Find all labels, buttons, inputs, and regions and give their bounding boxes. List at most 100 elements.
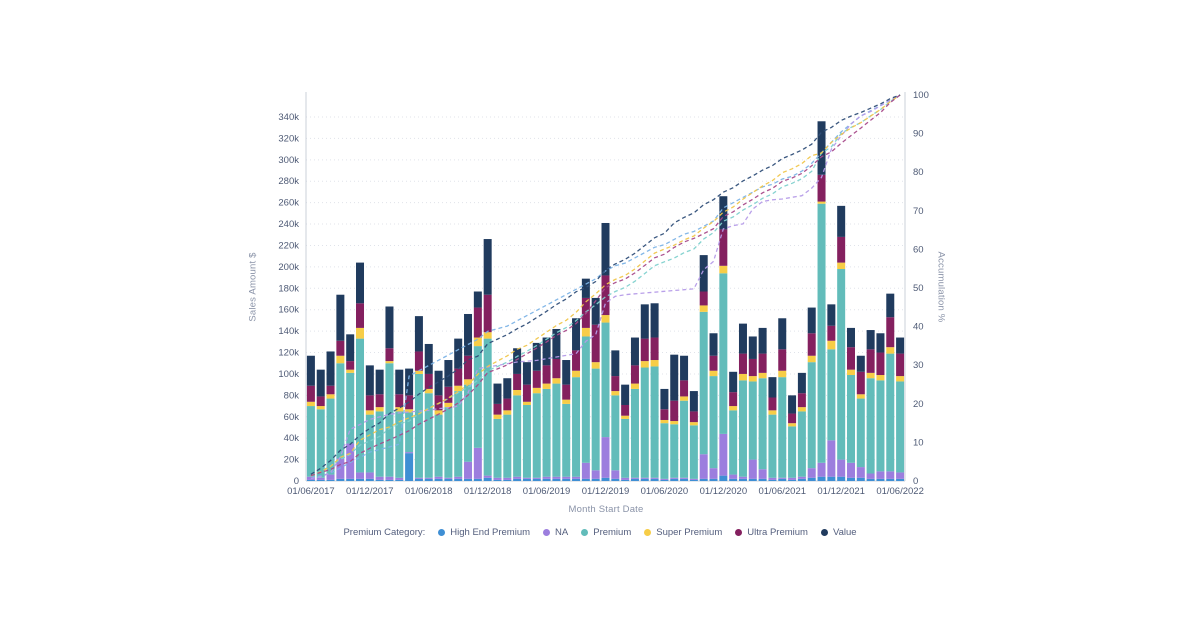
bar-segment-value[interactable] xyxy=(817,121,826,175)
legend-item-high-end-premium[interactable]: High End Premium xyxy=(438,527,530,538)
bar-segment-na[interactable] xyxy=(738,476,747,479)
bar-segment-super-premium[interactable] xyxy=(621,415,630,419)
bar-segment-na[interactable] xyxy=(680,477,689,479)
bar-segment-super-premium[interactable] xyxy=(768,410,777,415)
bar-segment-super-premium[interactable] xyxy=(748,376,757,382)
bar-segment-na[interactable] xyxy=(414,477,423,479)
bar-segment-na[interactable] xyxy=(837,459,846,477)
bar-segment-value[interactable] xyxy=(552,328,561,359)
bar-segment-super-premium[interactable] xyxy=(424,388,433,394)
bar-segment-value[interactable] xyxy=(748,336,757,359)
bar-segment-premium[interactable] xyxy=(729,410,738,475)
bar-segment-premium[interactable] xyxy=(405,412,414,453)
bar-segment-super-premium[interactable] xyxy=(454,385,463,392)
bar-segment-super-premium[interactable] xyxy=(365,410,374,415)
bar-segment-super-premium[interactable] xyxy=(522,401,531,405)
bar-segment-super-premium[interactable] xyxy=(395,407,404,412)
bar-segment-value[interactable] xyxy=(591,297,600,325)
bar-segment-premium[interactable] xyxy=(650,366,659,478)
bar-segment-ultra-premium[interactable] xyxy=(827,325,836,341)
bar-segment-premium[interactable] xyxy=(680,400,689,478)
bar-segment-ultra-premium[interactable] xyxy=(316,396,325,407)
legend-item-super-premium[interactable]: Super Premium xyxy=(644,527,722,538)
bar-segment-premium[interactable] xyxy=(424,393,433,478)
bar-segment-ultra-premium[interactable] xyxy=(856,371,865,395)
bar-segment-high-end-premium[interactable] xyxy=(601,477,610,481)
bar-segment-super-premium[interactable] xyxy=(562,399,571,404)
bar-segment-ultra-premium[interactable] xyxy=(670,400,679,422)
bar-segment-value[interactable] xyxy=(640,304,649,339)
bar-segment-na[interactable] xyxy=(689,478,698,480)
bar-segment-value[interactable] xyxy=(778,318,787,350)
bar-segment-ultra-premium[interactable] xyxy=(709,355,718,371)
bar-segment-ultra-premium[interactable] xyxy=(326,385,335,395)
bar-segment-premium[interactable] xyxy=(846,375,855,463)
bar-segment-value[interactable] xyxy=(846,327,855,348)
bar-segment-premium[interactable] xyxy=(640,367,649,478)
bar-segment-value[interactable] xyxy=(542,337,551,366)
bar-segment-value[interactable] xyxy=(473,291,482,308)
bar-segment-na[interactable] xyxy=(493,477,502,480)
bar-segment-premium[interactable] xyxy=(493,418,502,478)
bar-segment-super-premium[interactable] xyxy=(385,361,394,364)
bar-segment-high-end-premium[interactable] xyxy=(699,478,708,481)
bar-segment-high-end-premium[interactable] xyxy=(454,478,463,481)
bar-segment-premium[interactable] xyxy=(709,376,718,469)
bar-segment-value[interactable] xyxy=(562,360,571,385)
bar-segment-super-premium[interactable] xyxy=(336,355,345,364)
bar-segment-value[interactable] xyxy=(876,333,885,353)
bar-segment-high-end-premium[interactable] xyxy=(414,478,423,481)
bar-segment-super-premium[interactable] xyxy=(778,370,787,378)
bar-segment-super-premium[interactable] xyxy=(493,414,502,419)
bar-segment-premium[interactable] xyxy=(719,273,728,434)
bar-segment-high-end-premium[interactable] xyxy=(395,479,404,481)
bar-segment-premium[interactable] xyxy=(336,363,345,459)
bar-segment-high-end-premium[interactable] xyxy=(797,478,806,481)
bar-segment-value[interactable] xyxy=(434,370,443,396)
bar-segment-high-end-premium[interactable] xyxy=(758,478,767,481)
bar-segment-ultra-premium[interactable] xyxy=(866,349,875,373)
bar-segment-high-end-premium[interactable] xyxy=(611,478,620,481)
bar-segment-super-premium[interactable] xyxy=(886,347,895,354)
bar-segment-na[interactable] xyxy=(896,472,905,479)
bar-segment-ultra-premium[interactable] xyxy=(886,317,895,348)
bar-segment-na[interactable] xyxy=(395,477,404,480)
bar-segment-value[interactable] xyxy=(729,371,738,393)
bar-segment-super-premium[interactable] xyxy=(729,406,738,411)
bar-segment-na[interactable] xyxy=(611,470,620,479)
bar-segment-premium[interactable] xyxy=(572,377,581,477)
bar-segment-na[interactable] xyxy=(866,473,875,479)
bar-segment-value[interactable] xyxy=(630,337,639,366)
bar-segment-value[interactable] xyxy=(306,355,315,386)
bar-segment-value[interactable] xyxy=(827,304,836,326)
bar-segment-high-end-premium[interactable] xyxy=(807,477,816,481)
bar-segment-na[interactable] xyxy=(640,477,649,479)
bar-segment-premium[interactable] xyxy=(670,424,679,478)
bar-segment-ultra-premium[interactable] xyxy=(837,236,846,263)
bar-segment-na[interactable] xyxy=(670,477,679,479)
bar-segment-premium[interactable] xyxy=(375,411,384,477)
bar-segment-na[interactable] xyxy=(846,462,855,478)
bar-segment-super-premium[interactable] xyxy=(434,410,443,415)
bar-segment-super-premium[interactable] xyxy=(464,379,473,385)
bar-segment-ultra-premium[interactable] xyxy=(738,353,747,374)
bar-segment-na[interactable] xyxy=(719,433,728,476)
bar-segment-high-end-premium[interactable] xyxy=(689,479,698,481)
bar-segment-high-end-premium[interactable] xyxy=(876,478,885,481)
bar-segment-super-premium[interactable] xyxy=(837,262,846,270)
bar-segment-super-premium[interactable] xyxy=(591,362,600,369)
bar-segment-high-end-premium[interactable] xyxy=(680,478,689,481)
bar-segment-super-premium[interactable] xyxy=(581,327,590,337)
bar-segment-ultra-premium[interactable] xyxy=(385,348,394,362)
bar-segment-value[interactable] xyxy=(660,388,669,410)
bar-segment-premium[interactable] xyxy=(611,395,620,471)
bar-segment-high-end-premium[interactable] xyxy=(326,479,335,481)
bar-segment-ultra-premium[interactable] xyxy=(699,291,708,306)
bar-segment-premium[interactable] xyxy=(542,388,551,477)
bar-segment-premium[interactable] xyxy=(630,388,639,478)
bar-segment-premium[interactable] xyxy=(306,406,315,477)
bar-segment-premium[interactable] xyxy=(513,395,522,477)
bar-segment-premium[interactable] xyxy=(464,384,473,462)
bar-segment-super-premium[interactable] xyxy=(719,265,728,274)
bar-segment-high-end-premium[interactable] xyxy=(738,478,747,481)
